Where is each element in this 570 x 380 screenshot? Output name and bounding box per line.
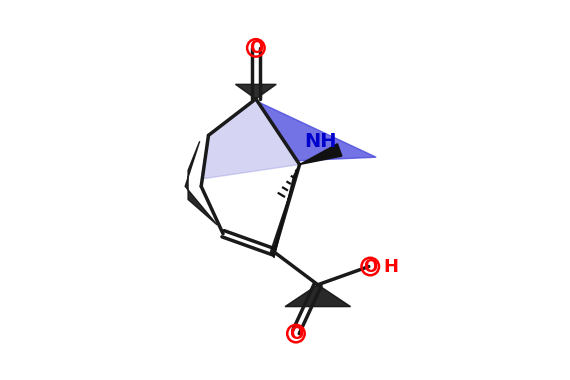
Polygon shape (185, 141, 217, 225)
Polygon shape (201, 99, 300, 179)
Text: O: O (363, 258, 377, 276)
Polygon shape (235, 84, 276, 99)
Polygon shape (285, 285, 351, 307)
Polygon shape (270, 165, 300, 258)
Polygon shape (300, 144, 342, 165)
Text: H: H (384, 258, 398, 276)
Text: NH: NH (304, 132, 336, 151)
Text: O: O (289, 325, 303, 342)
Polygon shape (259, 103, 376, 161)
Text: O: O (249, 39, 263, 57)
